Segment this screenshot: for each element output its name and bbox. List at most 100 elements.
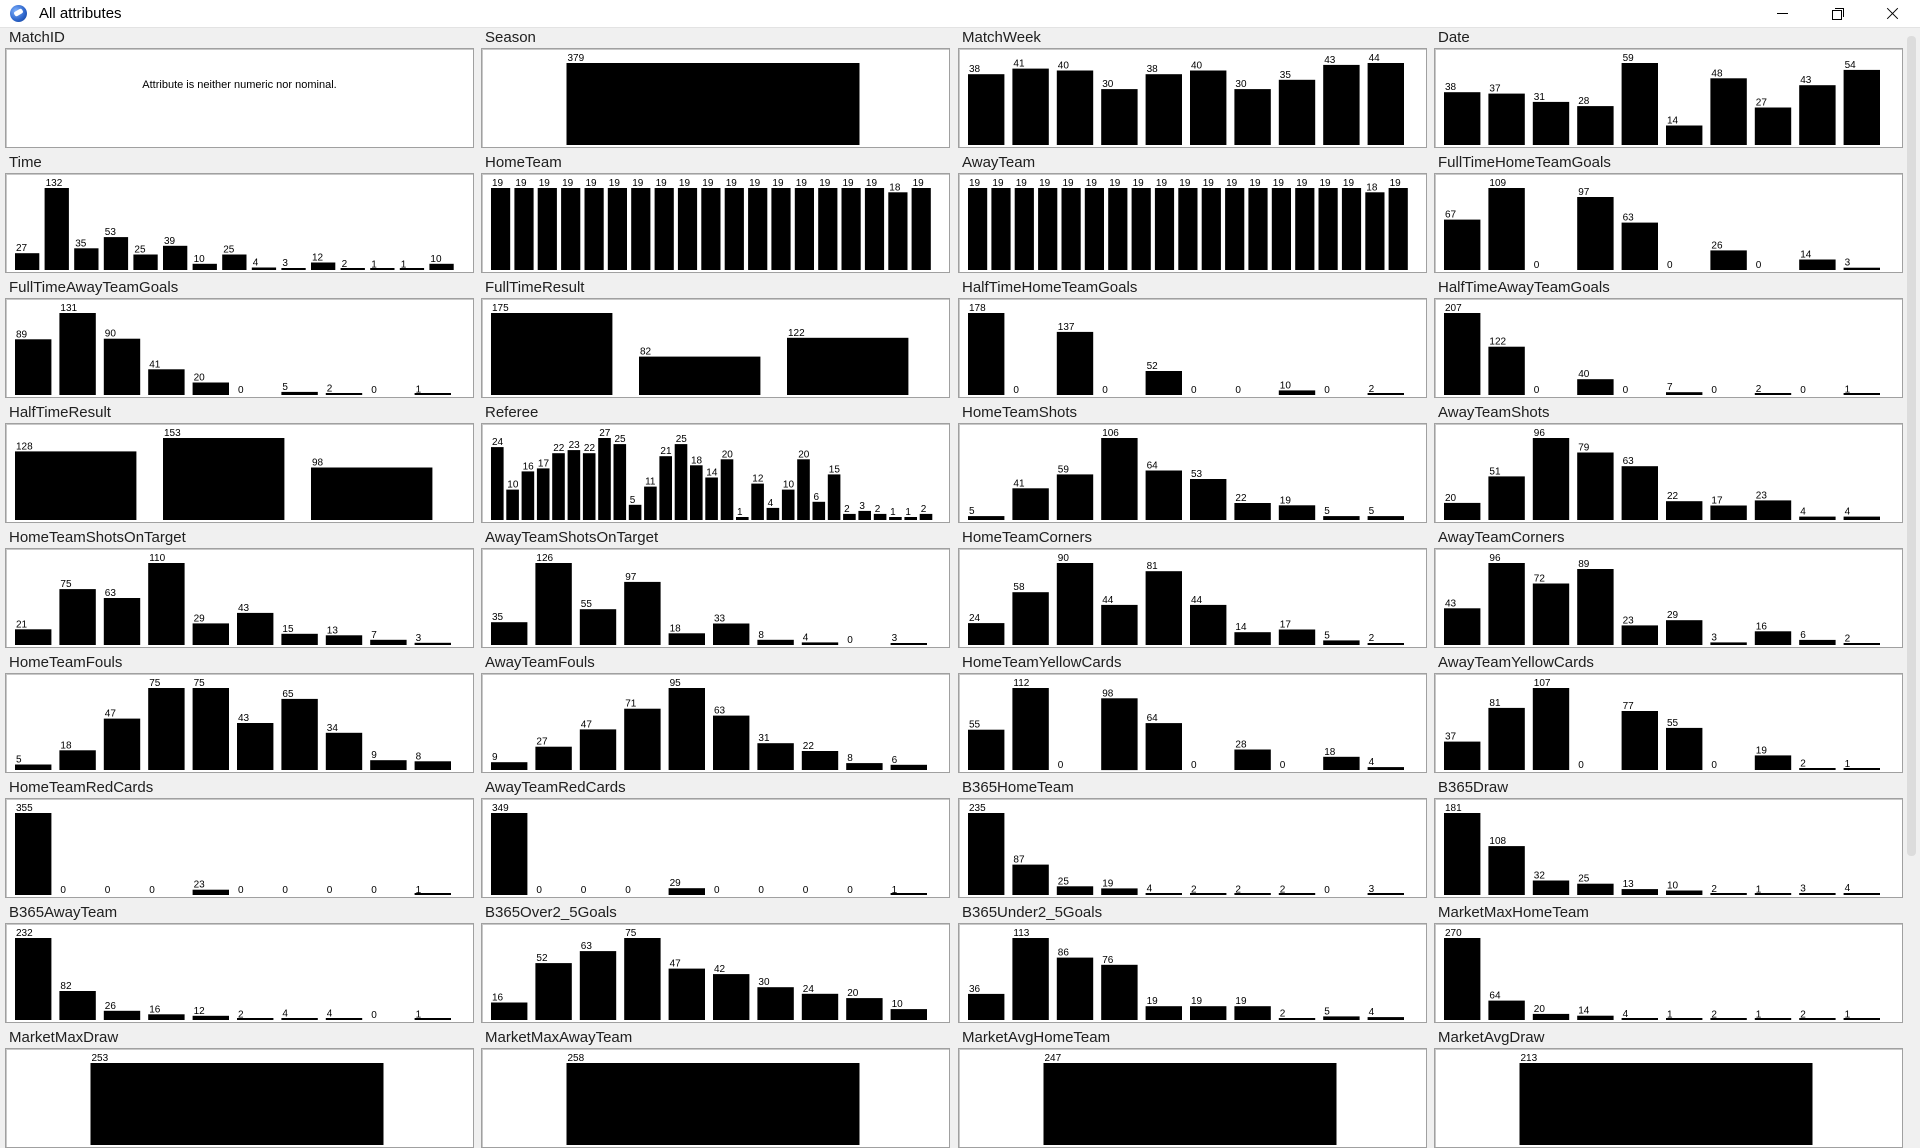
- histogram-bar: [736, 517, 749, 520]
- histogram: 24 10 16 17 22 23 22 27 25 5 11 21 25 18 14 20 1 12 4 10 20 6…: [481, 423, 950, 523]
- attribute-panel: MatchWeek 38 41 40 30 38 40 30 35 43 44: [956, 28, 1429, 148]
- histogram: 55 112 0 98 64 0 28 0 18 4: [958, 673, 1427, 773]
- close-icon[interactable]: [1869, 0, 1915, 27]
- histogram-bar: [1488, 346, 1525, 395]
- attribute-name: B365Draw: [1438, 779, 1509, 796]
- histogram-bar: [1710, 1018, 1747, 1020]
- vertical-scrollbar[interactable]: [1903, 28, 1920, 1080]
- bar-count-label: 19: [1039, 178, 1051, 189]
- bar-count-label: 3: [1711, 632, 1717, 643]
- scrollbar-thumb[interactable]: [1907, 36, 1916, 856]
- histogram-bar: [584, 188, 604, 270]
- bar-count-label: 0: [536, 885, 542, 896]
- bar-count-label: 71: [625, 699, 637, 710]
- minimize-icon[interactable]: [1759, 0, 1805, 27]
- histogram-bar: [536, 468, 550, 520]
- bar-count-label: 19: [969, 178, 981, 189]
- bar-count-label: 2: [1191, 884, 1197, 895]
- bar-count-label: 10: [194, 254, 206, 265]
- bar-count-label: 17: [538, 458, 550, 469]
- histogram-bar: [340, 268, 365, 270]
- attribute-name: Time: [9, 154, 42, 171]
- histogram: 5 18 47 75 75 43 65 34 9 8: [5, 673, 474, 773]
- histogram: 38 41 40 30 38 40 30 35 43 44: [958, 48, 1427, 148]
- bar-count-label: 19: [1156, 178, 1168, 189]
- bar-count-label: 14: [706, 468, 718, 479]
- histogram-bar: [1444, 92, 1481, 145]
- histogram-bar: [1101, 604, 1138, 645]
- bar-count-label: 75: [149, 678, 161, 689]
- histogram-chart: 43 96 72 89 23 29 3 16 6 2: [1444, 553, 1880, 645]
- bar-count-label: 379: [568, 53, 585, 64]
- histogram-bar: [59, 750, 96, 770]
- bar-count-label: 9: [371, 750, 377, 761]
- histogram-bar: [1754, 893, 1792, 895]
- bar-count-label: 12: [312, 253, 324, 264]
- bar-count-label: 14: [1800, 250, 1812, 261]
- bar-count-label: 44: [1102, 595, 1114, 606]
- histogram-chart: 5 18 47 75 75 43 65 34 9 8: [15, 678, 451, 770]
- attribute-name: AwayTeamShots: [1438, 404, 1550, 421]
- bar-count-label: 16: [492, 993, 504, 1004]
- bar-count-label: 18: [889, 182, 901, 193]
- bar-count-label: 0: [1623, 385, 1629, 396]
- histogram-bar: [1666, 392, 1703, 395]
- histogram-bar: [535, 563, 572, 645]
- attribute-name: AwayTeamCorners: [1438, 529, 1565, 546]
- bar-count-label: 5: [1369, 506, 1375, 517]
- histogram-bar: [1038, 188, 1058, 270]
- histogram-bar: [904, 517, 917, 520]
- attribute-name: AwayTeam: [962, 154, 1036, 171]
- attribute-panel: HalfTimeAwayTeamGoals 207 122 0 40 0 7 0 2 0 1: [1432, 278, 1905, 398]
- bar-count-label: 43: [1445, 598, 1457, 609]
- bar-count-label: 64: [1147, 461, 1159, 472]
- bar-count-label: 64: [1147, 713, 1159, 724]
- bar-count-label: 17: [1711, 496, 1723, 507]
- histogram-bar: [1577, 379, 1614, 395]
- histogram-chart: 19 19 19 19 19 19 19 19 19 19 19 19 19 19 19 19 19 18 19: [968, 178, 1408, 270]
- histogram-bar: [1666, 501, 1703, 520]
- histogram-bar: [537, 188, 557, 270]
- histogram-bar: [251, 267, 277, 270]
- histogram-bar: [192, 623, 229, 645]
- attribute-name: MarketMaxAwayTeam: [485, 1029, 633, 1046]
- attribute-panel: HomeTeamCorners 24 58 90 44 81 44 14 17 5 2: [956, 528, 1429, 648]
- bar-count-label: 34: [327, 723, 339, 734]
- attribute-panel: MarketAvgDraw 213: [1432, 1028, 1905, 1148]
- histogram-bar: [163, 438, 285, 520]
- histogram-chart: 379: [566, 53, 860, 145]
- histogram-bar: [1754, 393, 1792, 395]
- histogram-bar: [1710, 250, 1747, 270]
- histogram-bar: [15, 339, 52, 395]
- bar-count-label: 0: [282, 885, 288, 896]
- bar-count-label: 3: [1369, 884, 1375, 895]
- bar-count-label: 122: [1489, 337, 1506, 348]
- histogram-bar: [1178, 188, 1198, 270]
- attribute-panel: B365AwayTeam 232 82 26 16 12 2 4 4 0 1: [3, 903, 476, 1023]
- histogram-bar: [1444, 219, 1481, 270]
- histogram-bar: [222, 254, 247, 270]
- histogram-bar: [1621, 63, 1658, 145]
- bar-count-label: 1: [1756, 1010, 1762, 1021]
- bar-count-label: 63: [581, 941, 593, 952]
- histogram-bar: [1444, 608, 1481, 645]
- bar-count-label: 270: [1445, 928, 1462, 939]
- histogram-bar: [1666, 620, 1703, 645]
- histogram-bar: [15, 629, 52, 645]
- histogram-bar: [1577, 197, 1614, 270]
- maximize-icon[interactable]: [1814, 0, 1860, 27]
- histogram-bar: [414, 1018, 451, 1020]
- bar-count-label: 349: [492, 803, 509, 814]
- histogram-chart: 5 41 59 106 64 53 22 19 5 5: [968, 428, 1404, 520]
- histogram-bar: [1190, 1006, 1227, 1020]
- bar-count-label: 25: [223, 245, 235, 256]
- attribute-name: Date: [1438, 29, 1470, 46]
- histogram-bar: [1444, 813, 1481, 895]
- histogram-bar: [370, 639, 407, 645]
- bar-count-label: 38: [969, 64, 981, 75]
- bar-count-label: 14: [1235, 622, 1247, 633]
- histogram-bar: [1108, 188, 1128, 270]
- bar-count-label: 19: [1086, 178, 1098, 189]
- attribute-name: AwayTeamYellowCards: [1438, 654, 1594, 671]
- histogram: 178 0 137 0 52 0 0 10 0 2: [958, 298, 1427, 398]
